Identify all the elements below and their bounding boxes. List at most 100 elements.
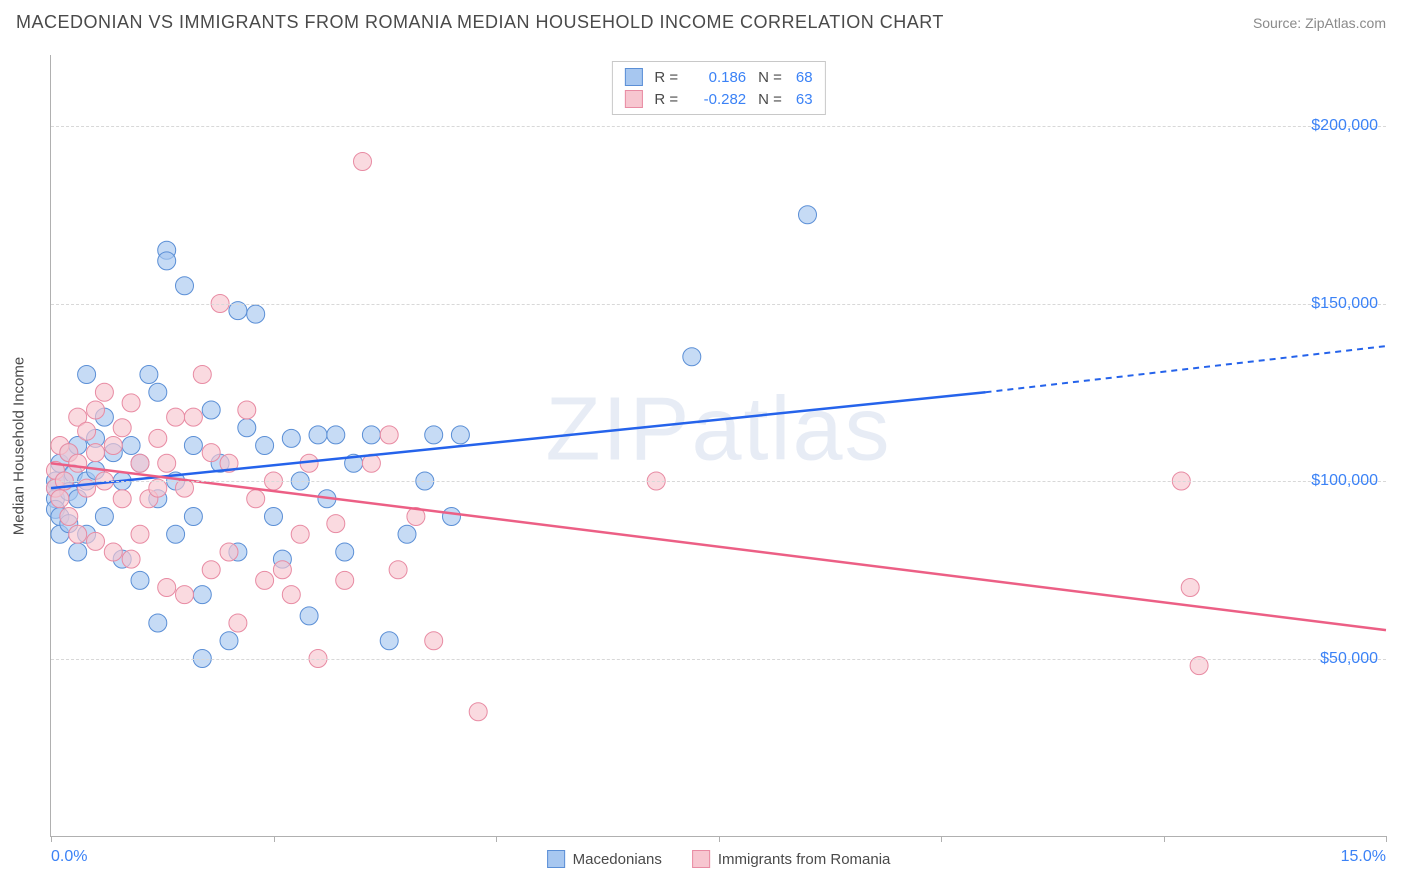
data-point — [425, 426, 443, 444]
n-value: 63 — [796, 91, 813, 108]
data-point — [176, 586, 194, 604]
xtick-mark — [1164, 836, 1165, 842]
data-point — [202, 444, 220, 462]
n-label: N = — [758, 91, 782, 108]
data-point — [220, 543, 238, 561]
data-point — [291, 525, 309, 543]
data-point — [220, 632, 238, 650]
r-value: -0.282 — [686, 91, 746, 108]
data-point — [167, 525, 185, 543]
data-point — [451, 426, 469, 444]
data-point — [799, 206, 817, 224]
legend-item-romania: Immigrants from Romania — [692, 850, 891, 868]
data-point — [149, 614, 167, 632]
data-point — [69, 525, 87, 543]
n-label: N = — [758, 69, 782, 86]
data-point — [273, 561, 291, 579]
data-point — [238, 401, 256, 419]
data-point — [87, 532, 105, 550]
data-point — [300, 607, 318, 625]
data-point — [149, 383, 167, 401]
xtick-mark — [51, 836, 52, 842]
data-point — [184, 408, 202, 426]
data-point — [184, 508, 202, 526]
xtick-mark — [274, 836, 275, 842]
data-point — [193, 586, 211, 604]
data-point — [229, 614, 247, 632]
data-point — [193, 366, 211, 384]
data-point — [202, 401, 220, 419]
data-point — [683, 348, 701, 366]
data-point — [282, 429, 300, 447]
correlation-legend: R = 0.186 N = 68 R = -0.282 N = 63 — [611, 61, 825, 115]
data-point — [380, 632, 398, 650]
data-point — [113, 419, 131, 437]
data-point — [425, 632, 443, 650]
data-point — [1181, 579, 1199, 597]
ytick-label: $100,000 — [1311, 472, 1378, 490]
trend-line-extrapolated — [986, 346, 1387, 392]
legend-row-romania: R = -0.282 N = 63 — [624, 88, 812, 110]
series-label: Macedonians — [573, 851, 662, 868]
ytick-label: $200,000 — [1311, 117, 1378, 135]
series-legend: Macedonians Immigrants from Romania — [547, 850, 891, 868]
gridline — [51, 126, 1386, 127]
data-point — [256, 571, 274, 589]
data-point — [327, 515, 345, 533]
data-point — [158, 579, 176, 597]
data-point — [380, 426, 398, 444]
series-label: Immigrants from Romania — [718, 851, 891, 868]
r-value: 0.186 — [686, 69, 746, 86]
data-point — [282, 586, 300, 604]
gridline — [51, 481, 1386, 482]
data-point — [122, 437, 140, 455]
gridline — [51, 304, 1386, 305]
data-point — [202, 561, 220, 579]
data-point — [176, 277, 194, 295]
y-axis-label: Median Household Income — [11, 356, 28, 534]
scatter-plot — [51, 55, 1386, 836]
data-point — [265, 508, 283, 526]
r-label: R = — [654, 69, 678, 86]
source-label: Source: ZipAtlas.com — [1253, 15, 1386, 31]
data-point — [140, 366, 158, 384]
data-point — [60, 508, 78, 526]
data-point — [469, 703, 487, 721]
data-point — [158, 252, 176, 270]
data-point — [443, 508, 461, 526]
data-point — [256, 437, 274, 455]
data-point — [78, 422, 96, 440]
data-point — [87, 401, 105, 419]
xtick-mark — [719, 836, 720, 842]
data-point — [362, 426, 380, 444]
data-point — [113, 490, 131, 508]
data-point — [336, 571, 354, 589]
chart-title: MACEDONIAN VS IMMIGRANTS FROM ROMANIA ME… — [16, 12, 944, 33]
data-point — [167, 408, 185, 426]
data-point — [247, 305, 265, 323]
data-point — [69, 454, 87, 472]
gridline — [51, 659, 1386, 660]
data-point — [131, 525, 149, 543]
r-label: R = — [654, 91, 678, 108]
data-point — [149, 429, 167, 447]
xtick-label: 15.0% — [1341, 848, 1386, 866]
data-point — [131, 571, 149, 589]
xtick-mark — [941, 836, 942, 842]
xtick-label: 0.0% — [51, 848, 87, 866]
ytick-label: $150,000 — [1311, 295, 1378, 313]
legend-item-macedonians: Macedonians — [547, 850, 662, 868]
swatch-icon — [624, 68, 642, 86]
data-point — [327, 426, 345, 444]
data-point — [104, 543, 122, 561]
data-point — [51, 490, 69, 508]
data-point — [238, 419, 256, 437]
data-point — [184, 437, 202, 455]
swatch-icon — [624, 90, 642, 108]
data-point — [389, 561, 407, 579]
data-point — [95, 383, 113, 401]
data-point — [398, 525, 416, 543]
data-point — [354, 153, 372, 171]
data-point — [131, 454, 149, 472]
data-point — [336, 543, 354, 561]
